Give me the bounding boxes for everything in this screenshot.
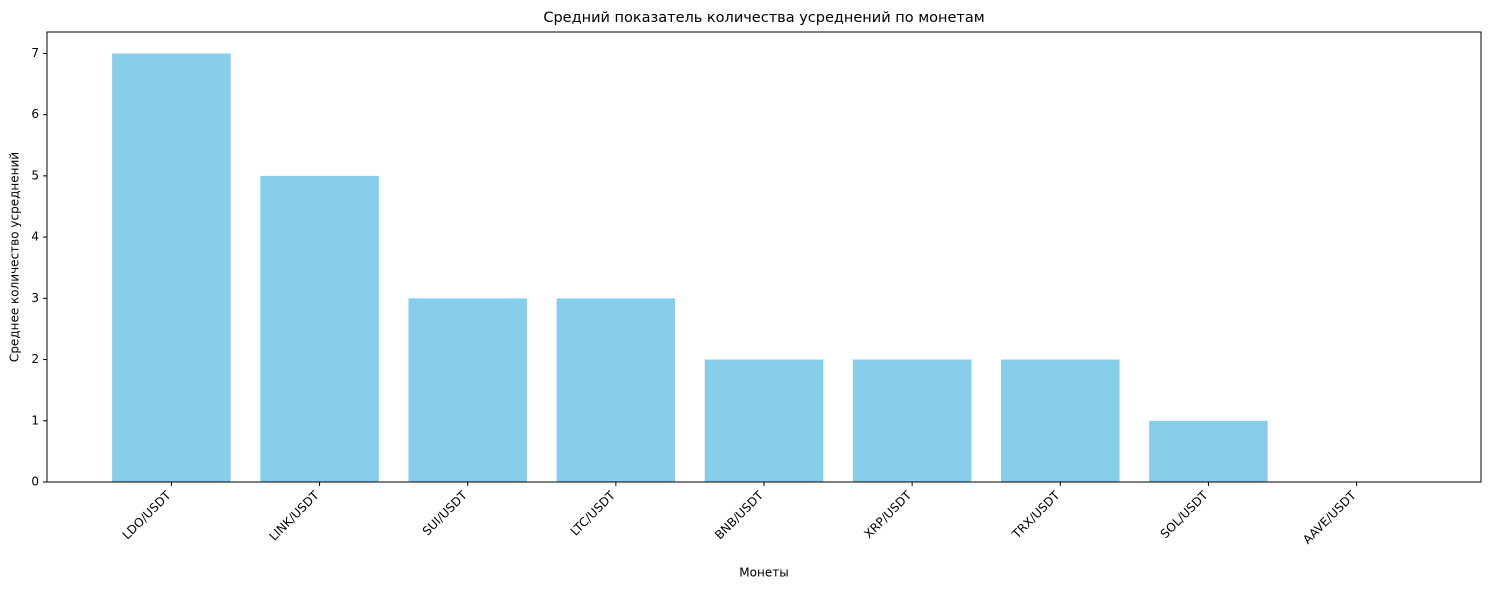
x-tick-label: BNB/USDT [712,488,767,543]
y-tick-label: 7 [31,46,39,60]
x-tick-label: SOL/USDT [1158,488,1211,541]
y-tick-label: 0 [31,475,39,489]
x-tick-label: LTC/USDT [568,488,619,539]
bar [704,359,824,482]
x-tick-label: TRX/USDT [1009,488,1063,542]
chart-title: Средний показатель количества усреднений… [543,10,984,26]
y-tick-label: 1 [31,413,39,427]
bar [852,359,972,482]
y-axis-label: Среднее количество усреднений [8,152,22,362]
x-tick-label: SUI/USDT [420,488,471,539]
y-tick-label: 5 [31,168,39,182]
bar [408,298,527,482]
bar [1149,420,1268,482]
bar [260,175,379,482]
y-tick-label: 3 [31,291,39,305]
y-tick-label: 6 [31,107,39,121]
x-axis-label: Монеты [739,566,788,580]
y-tick-label: 2 [31,352,39,366]
x-tick-label: LDO/USDT [120,488,174,542]
x-tick-label: XRP/USDT [861,488,914,541]
y-tick-label: 4 [31,230,39,244]
x-tick-label: LINK/USDT [266,488,322,544]
bar [556,298,676,482]
bar [112,53,231,483]
x-tick-label: AAVE/USDT [1300,488,1359,547]
bar [1001,359,1120,482]
plot-frame [46,31,1482,483]
